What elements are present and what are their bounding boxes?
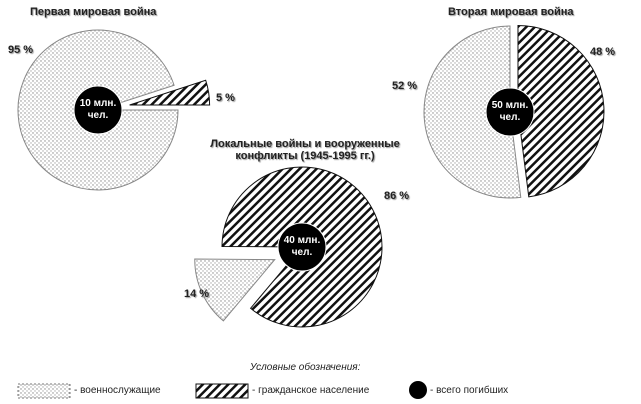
- legend-item: - гражданское население: [252, 385, 370, 396]
- pie-slice: [129, 79, 211, 106]
- value-label: 48 %: [590, 46, 616, 58]
- value-label: 14 %: [184, 288, 210, 300]
- legend-swatch: [17, 383, 71, 399]
- pie-slice: [517, 24, 605, 198]
- value-label: 95 %: [8, 44, 34, 56]
- legend-swatch: [195, 383, 249, 399]
- center-label: 50 млн. чел.: [491, 100, 529, 123]
- center-label: 10 млн. чел.: [79, 98, 117, 121]
- center-circle: [485, 87, 535, 137]
- legend-swatch: [409, 381, 427, 399]
- pie-slice: [423, 25, 522, 199]
- pie-slice: [194, 258, 276, 322]
- legend-item: - всего погибших: [430, 385, 509, 396]
- value-label: 86 %: [384, 190, 410, 202]
- legend-item: - военнослужащие: [74, 385, 161, 396]
- center-label: 40 млн. чел.: [283, 235, 321, 258]
- center-circle: [73, 85, 123, 135]
- center-circle: [277, 222, 327, 272]
- legend-title: Условные обозначения:: [250, 362, 361, 373]
- chart-title: Вторая мировая война: [448, 6, 574, 18]
- chart-title: Локальные войны и вооруженные конфликты …: [210, 138, 400, 162]
- value-label: 5 %: [216, 92, 235, 104]
- chart-title: Первая мировая война: [30, 6, 157, 18]
- value-label: 52 %: [392, 80, 418, 92]
